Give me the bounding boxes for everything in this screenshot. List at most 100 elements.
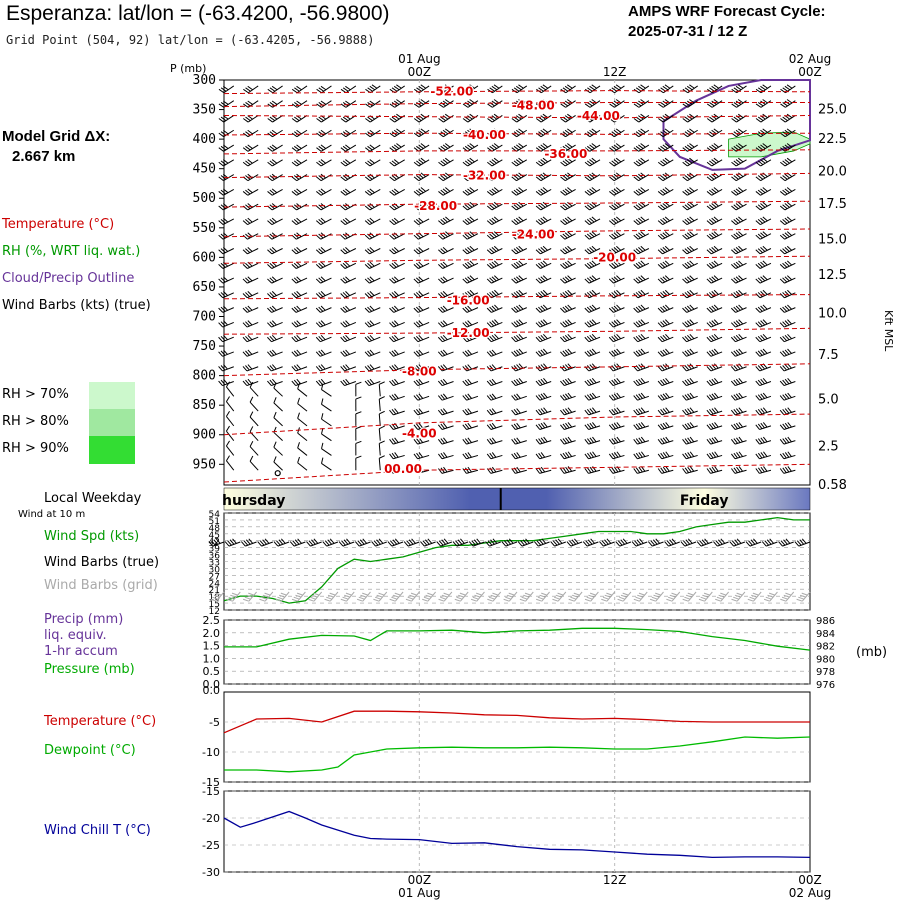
barb-flag [293,262,299,268]
wind-barb [267,188,283,196]
barb-flag [708,218,715,224]
pressure-tick-label: 950 [193,457,216,472]
barb-staff [759,395,772,401]
barb-flag [564,100,571,105]
barb-flag [345,129,351,135]
barb-flag [489,204,495,210]
barb-flag [562,292,568,298]
barb-flag [418,276,424,282]
wind-barb [273,411,283,427]
barb-staff [661,381,674,387]
wind-barb [608,275,625,284]
barb-flag [222,115,229,120]
wind-barb [487,157,503,167]
barb-flag [320,291,326,296]
barb-staff [540,144,552,152]
barb-staff [272,115,283,123]
barb-flag [591,128,597,133]
barb-flag [542,216,548,222]
wind-barb [218,188,235,196]
barb-flag [418,188,424,194]
wind-barb [364,261,381,269]
pressure-tick-label: 800 [193,369,216,384]
barb-flag [780,176,786,182]
barb-flag [293,365,299,371]
barb-flag [515,173,522,179]
barb-flag [784,217,790,223]
barb-staff [247,144,259,152]
barb-flag [469,143,475,148]
barb-staff [442,159,454,167]
barb-flag [687,393,692,399]
barb-flag [393,188,400,194]
barb-flag [516,320,521,326]
wind-barb [249,396,259,412]
barb-staff [564,248,576,255]
temperature-contour-label: -16.00 [447,294,490,308]
height-tick-label: 10.0 [818,307,847,322]
barb-flag [535,220,541,225]
wind-barb [389,188,405,196]
temperature-contour-label: -40.00 [463,128,506,142]
barb-flag [609,176,615,182]
wind-barb [511,348,527,357]
wind-barb [633,348,650,357]
barb-staff [393,410,405,416]
wind-barb [218,320,234,328]
windchill-panel-tick-label: -30 [202,866,220,879]
barb-flag [442,305,448,311]
wind-barb [706,407,723,416]
barb-flag [762,407,768,413]
wind-barb [608,407,625,416]
barb-staff [516,85,528,94]
wind-barb [730,304,747,313]
barb-staff [564,188,576,196]
wind-barb [511,201,528,211]
barb-flag [662,129,668,135]
barb-staff [344,292,357,299]
barb-flag [462,409,467,416]
barb-flag [291,132,298,138]
barb-staff [443,100,454,108]
barb-flag [608,278,614,284]
barb-staff [295,321,308,328]
barb-flag [364,322,370,328]
barb-staff [710,381,723,387]
barb-staff [466,351,479,357]
barb-flag [616,392,621,398]
barb-flag [738,289,744,295]
barb-flag [418,305,424,311]
barb-flag [779,191,786,196]
barb-flag [218,118,225,123]
barb-flag [247,334,253,341]
barb-flag [564,115,571,120]
barb-flag [591,84,597,89]
barb-staff [637,277,650,284]
barb-flag [538,248,544,254]
wind-barb [438,261,454,269]
barb-flag [320,144,327,149]
barb-flag [267,88,274,94]
barb-staff [249,387,259,397]
barb-flag [413,380,419,386]
barb-staff [491,292,503,299]
barb-flag [782,248,788,254]
barb-staff [711,218,723,226]
wind-barb [462,408,479,416]
barb-flag [291,293,297,299]
barb-flag [393,159,400,164]
barb-flag [393,276,399,282]
barb-flag [611,262,617,268]
barb-flag [342,102,349,107]
barb-staff [662,218,674,226]
barb-flag [660,204,666,210]
barb-flag [611,335,617,342]
barb-flag [782,409,787,415]
wind-barb [364,364,381,372]
wind-barb [273,397,283,412]
barb-flag [640,231,646,236]
barb-flag [320,247,326,252]
barb-flag [664,187,671,192]
barb-flag [316,118,322,123]
pressure-tick-label: 500 [193,191,216,206]
